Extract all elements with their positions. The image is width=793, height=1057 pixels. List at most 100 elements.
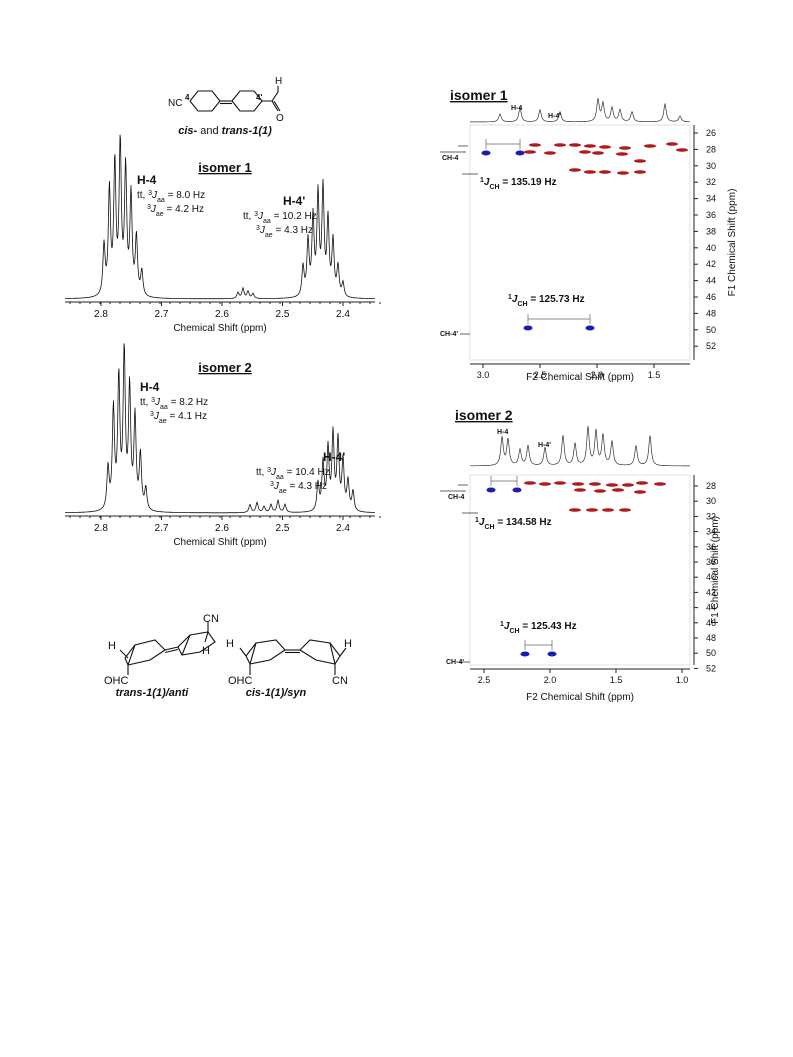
row-label: CH-4' <box>440 331 458 338</box>
y-tick-label: 50 <box>706 648 716 658</box>
y-tick-label: 30 <box>706 496 716 506</box>
cross-peak <box>594 489 606 493</box>
caption: trans-1(1)/anti <box>116 687 190 699</box>
y-tick-label: 42 <box>706 259 716 269</box>
text: 1 <box>475 517 479 524</box>
bottom-structures: H CN H OHC trans-1(1)/anti H H OHC CN ci… <box>104 613 352 699</box>
text: J <box>151 190 158 201</box>
text: 1 <box>508 294 512 301</box>
y-tick-label: 44 <box>706 276 716 286</box>
cross-peak <box>599 145 611 149</box>
x-tick-label: 2.4 <box>336 523 350 534</box>
text: and <box>197 125 221 137</box>
x-tick-label: 2.4 <box>336 309 350 320</box>
coupling-bracket <box>485 139 521 149</box>
x-tick-label: 2.5 <box>276 309 290 320</box>
text: 1 <box>480 177 484 184</box>
y-tick-label: 40 <box>706 243 716 253</box>
coupling-label: 1JCH = 134.58 Hz <box>475 517 552 531</box>
cross-peak <box>585 325 595 331</box>
text: CH <box>489 184 499 191</box>
coupling-label: 3Jae = 4.3 Hz <box>256 225 313 239</box>
x-axis-label: Chemical Shift (ppm) <box>173 537 266 548</box>
y-tick-label: 46 <box>706 292 716 302</box>
x-tick-label: 2.6 <box>215 523 229 534</box>
coupling-label: 1JCH = 135.19 Hz <box>480 177 557 191</box>
text: CH <box>509 628 519 635</box>
text: 1 <box>500 621 504 628</box>
cross-peak <box>524 481 536 485</box>
cross-peak <box>515 150 525 156</box>
text: H <box>275 76 282 87</box>
cross-peak <box>486 487 496 493</box>
text: J <box>259 225 266 236</box>
cross-peak <box>619 508 631 512</box>
peak-label: H-4 <box>497 429 508 436</box>
text: H <box>226 638 234 650</box>
peak-label: H-4' <box>538 442 551 449</box>
cross-peak <box>584 144 596 148</box>
cross-peak <box>616 152 628 156</box>
text: = 125.73 Hz <box>528 294 585 305</box>
x-tick-label: 2.8 <box>94 309 108 320</box>
cross-peak <box>523 325 533 331</box>
text: 3 <box>147 204 151 211</box>
text: 4 <box>185 93 190 102</box>
text: J <box>270 467 277 478</box>
y-tick-label: 38 <box>706 226 716 236</box>
f1-projection <box>440 145 478 335</box>
peak-label: H-4 <box>140 380 160 394</box>
text: = 134.58 Hz <box>495 517 552 528</box>
text: H <box>108 640 116 652</box>
text: J <box>154 397 161 408</box>
y-tick-label: 34 <box>706 194 716 204</box>
cross-peak <box>592 151 604 155</box>
coupling-bracket <box>527 314 591 324</box>
cross-peak <box>602 508 614 512</box>
text: tt, <box>256 467 267 478</box>
text: ae <box>156 211 164 218</box>
cross-peak <box>572 482 584 486</box>
row-label: CH-4 <box>448 494 464 501</box>
x-tick-label: 1.0 <box>676 675 689 685</box>
x-axis-label: F2 Chemical Shift (ppm) <box>526 692 634 703</box>
projection-trace <box>470 425 690 467</box>
panel-title: isomer 1 <box>450 87 508 103</box>
coupling-bracket <box>490 476 518 486</box>
cross-peak <box>606 483 618 487</box>
text: = 4.1 Hz <box>167 411 207 422</box>
spectrum-trace <box>65 134 375 300</box>
cross-peak <box>599 170 611 174</box>
peak-label: H-4 <box>137 173 157 187</box>
y-tick-label: 44 <box>706 603 716 613</box>
y-axis-label: F1 Chemical Shift (ppm) <box>710 516 721 624</box>
text: = 8.0 Hz <box>165 190 205 201</box>
x-tick-label: 2.7 <box>155 309 169 320</box>
y-tick-label: 32 <box>706 511 716 521</box>
panel-title: isomer 2 <box>455 407 513 423</box>
cross-peak <box>586 508 598 512</box>
x-tick-label: 2.8 <box>94 523 108 534</box>
coupling-label: tt, 3Jaa = 10.4 Hz <box>256 467 330 481</box>
cross-peak <box>512 487 522 493</box>
x-tick-label: 1.5 <box>610 675 623 685</box>
y-tick-label: 42 <box>706 587 716 597</box>
coupling-label: tt, 3Jaa = 10.2 Hz <box>243 211 317 225</box>
coupling-bracket <box>524 640 553 650</box>
top-structure: NC 4 4' H O cis- and trans-1(1) <box>168 76 284 137</box>
text: CH <box>517 301 527 308</box>
cross-peak <box>622 483 634 487</box>
row-label: CH-4 <box>442 155 458 162</box>
cross-peak <box>634 490 646 494</box>
row-label: CH-4' <box>446 659 464 666</box>
cross-peak <box>612 488 624 492</box>
panel-title: isomer 1 <box>198 160 251 175</box>
coupling-label: tt, 3Jaa = 8.0 Hz <box>137 190 205 204</box>
text: tt, <box>140 397 151 408</box>
y-tick-label: 32 <box>706 177 716 187</box>
coupling-label: 3Jae = 4.3 Hz <box>270 481 327 495</box>
text: J <box>273 481 280 492</box>
text: = 4.2 Hz <box>164 204 204 215</box>
text: J <box>153 411 160 422</box>
text: J <box>150 204 157 215</box>
